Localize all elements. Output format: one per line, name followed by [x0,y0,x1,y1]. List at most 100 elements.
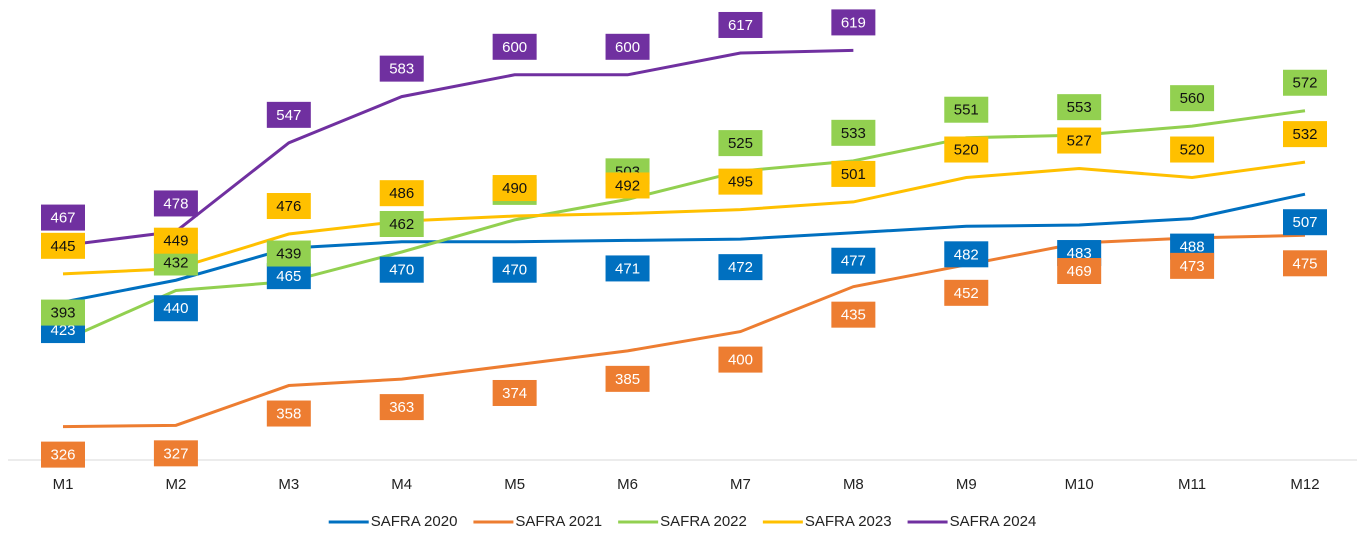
data-label-box [379,256,424,283]
data-label-box [153,227,198,254]
data-label-box [831,160,876,187]
data-label: 495 [728,174,753,191]
data-label-box [831,119,876,146]
legend-label: SAFRA 2021 [515,513,602,530]
legend-label: SAFRA 2024 [950,513,1037,530]
data-label: 465 [276,268,301,285]
data-label-box [379,180,424,207]
data-label: 478 [163,195,188,212]
data-label: 490 [502,180,527,197]
data-label-box [831,301,876,328]
data-label: 440 [163,300,188,317]
data-label-box [718,254,763,281]
x-tick-label: M12 [1290,476,1319,493]
data-label: 600 [502,39,527,56]
data-label-box [266,193,311,220]
data-label-box [831,247,876,274]
data-label-box [41,299,85,326]
data-label: 363 [389,399,414,416]
data-label: 527 [1067,133,1092,150]
legend: SAFRA 2020 SAFRA 2021 SAFRA 2022 SAFRA 2023… [328,513,1037,530]
series-line [62,109,1306,342]
x-tick-label: M11 [1178,476,1206,493]
data-label-box [492,175,537,202]
data-label-box [379,55,424,82]
x-tick-label: M3 [278,476,299,493]
data-label: 483 [1067,245,1092,262]
data-label-box [944,241,989,268]
data-label: 560 [1180,90,1205,107]
data-label-box [266,240,311,267]
series-line [62,160,1306,276]
data-label-box [944,136,989,163]
x-tick-label: M2 [165,476,186,493]
data-label-box [41,204,85,231]
x-tick-label: M7 [730,476,751,493]
x-tick-label: M9 [956,476,977,493]
data-label-box [718,168,763,195]
data-label: 358 [276,405,301,422]
data-label: 492 [615,177,640,194]
data-label: 572 [1292,75,1317,92]
data-label: 507 [1292,214,1317,231]
data-label-box [718,346,763,373]
data-label: 326 [50,447,75,464]
data-label: 475 [1292,255,1317,272]
legend-label: SAFRA 2020 [371,513,458,530]
data-label: 547 [276,107,301,124]
data-label: 439 [276,245,301,262]
data-label-box [1170,136,1215,163]
data-label-box [1283,209,1327,236]
data-label-box [944,96,989,123]
x-tick-label: M8 [843,476,864,493]
data-label-box [266,400,311,427]
data-label: 470 [389,262,414,279]
data-label-box [718,130,763,157]
data-label-box [492,379,537,406]
data-label: 532 [1292,126,1317,143]
data-label-box [153,295,198,322]
data-label-box [266,101,311,128]
series-line [62,48,854,248]
data-label-box [605,365,650,392]
data-label: 486 [389,185,414,202]
data-label-box [1170,85,1215,112]
x-tick-label: M1 [53,476,74,493]
data-label: 473 [1180,258,1205,275]
data-label: 553 [1067,99,1092,116]
data-label: 551 [954,102,979,119]
data-label: 327 [163,445,188,462]
data-label: 470 [502,262,527,279]
data-label-box [1283,69,1327,96]
data-label-box [41,232,85,259]
legend-label: SAFRA 2023 [805,513,892,530]
data-label: 583 [389,61,414,78]
labels: 423 440 465 470 470 471 472 477 482 483 488 507 326 3… [41,9,1327,468]
data-label: 488 [1180,239,1205,256]
data-label-box [153,249,198,276]
data-label-box [718,11,763,38]
data-label-box [605,172,650,199]
data-label: 520 [954,141,979,158]
data-label: 452 [954,285,979,302]
data-label-box [153,190,198,217]
data-label-box [1283,121,1327,148]
data-label: 467 [50,210,75,227]
data-label: 477 [841,253,866,270]
x-tick-label: M10 [1065,476,1094,493]
data-label-box [605,33,650,60]
data-label-box [1057,94,1102,121]
data-label-box [41,441,85,468]
data-label-box [605,255,650,282]
data-label: 617 [728,17,753,34]
data-label: 469 [1067,263,1092,280]
data-label-box [1057,127,1102,154]
data-label: 501 [841,166,866,183]
lines [62,48,1306,429]
data-label: 385 [615,371,640,388]
data-label-box [379,210,424,237]
x-tick-label: M4 [391,476,412,493]
data-label-box [266,263,311,290]
data-label: 482 [954,246,979,263]
data-label: 520 [1180,141,1205,158]
